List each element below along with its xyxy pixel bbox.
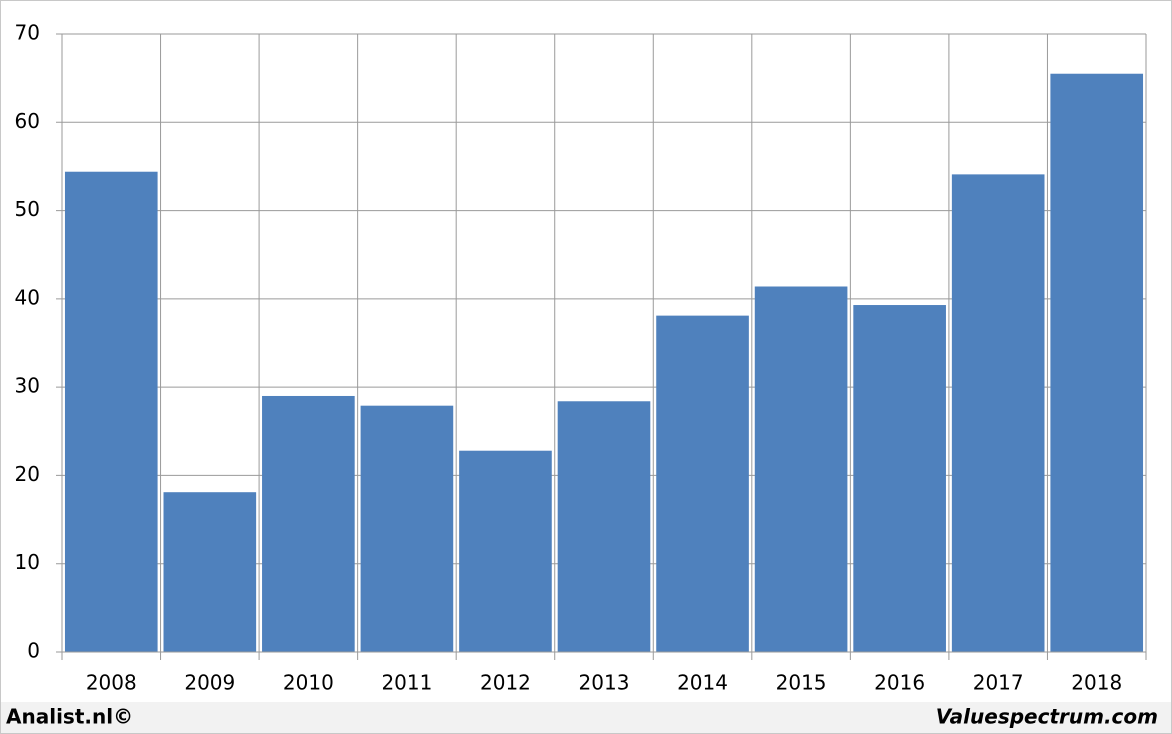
footer-left: Analist.nl© xyxy=(6,705,133,729)
x-tick-label: 2009 xyxy=(184,671,235,695)
footer-band xyxy=(1,702,1171,733)
bar xyxy=(163,492,257,652)
x-tick-label: 2018 xyxy=(1071,671,1122,695)
footer-right: Valuespectrum.com xyxy=(936,705,1158,729)
x-tick-label: 2010 xyxy=(283,671,334,695)
bar xyxy=(557,401,651,652)
bar xyxy=(262,395,355,652)
y-tick-label: 0 xyxy=(27,639,40,663)
y-tick-label: 40 xyxy=(15,285,40,309)
bar xyxy=(754,286,848,652)
x-tick-label: 2014 xyxy=(677,671,728,695)
bar xyxy=(951,174,1045,653)
bar xyxy=(656,315,749,652)
x-tick-label: 2013 xyxy=(579,671,630,695)
bar xyxy=(459,450,552,652)
x-tick-label: 2017 xyxy=(973,671,1024,695)
x-tick-label: 2016 xyxy=(874,671,925,695)
y-tick-label: 70 xyxy=(15,21,40,45)
bar xyxy=(360,405,454,652)
bar xyxy=(853,305,946,652)
y-tick-label: 60 xyxy=(15,109,40,133)
x-tick-label: 2011 xyxy=(381,671,432,695)
bar xyxy=(1050,73,1144,652)
bar xyxy=(64,171,158,652)
y-tick-label: 10 xyxy=(15,550,40,574)
y-tick-label: 20 xyxy=(15,462,40,486)
x-tick-label: 2008 xyxy=(86,671,137,695)
x-tick-label: 2012 xyxy=(480,671,531,695)
y-tick-label: 30 xyxy=(15,374,40,398)
y-tick-label: 50 xyxy=(15,197,40,221)
x-tick-label: 2015 xyxy=(776,671,827,695)
